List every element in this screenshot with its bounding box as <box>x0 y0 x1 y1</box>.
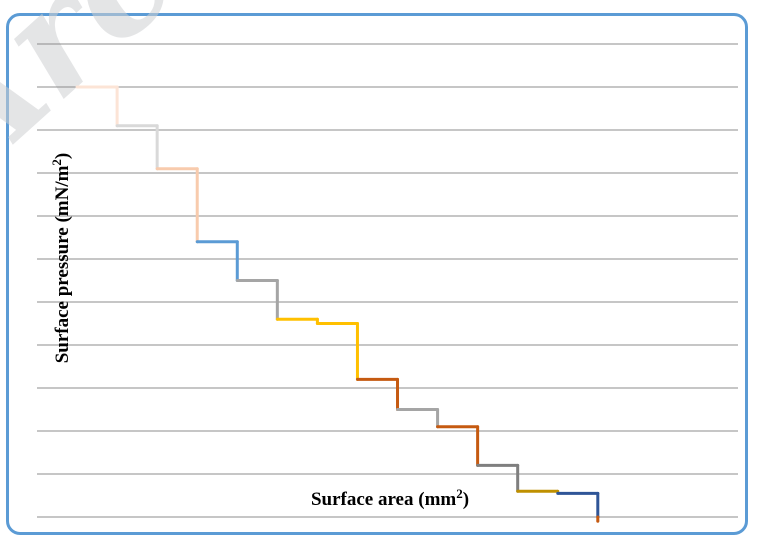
series-10-point-2 <box>476 425 480 429</box>
series-14-point-1 <box>596 515 600 519</box>
series-line-6 <box>277 317 319 324</box>
x-axis-title-end: ) <box>463 489 469 510</box>
series-8-point-2 <box>396 377 400 381</box>
series-13-point-1 <box>556 491 560 495</box>
series-line-2 <box>117 124 159 169</box>
series-line-4 <box>197 240 239 281</box>
series-5-point-2 <box>275 279 279 282</box>
watermark-text: Arc <box>0 0 208 217</box>
series-line-13 <box>557 491 600 517</box>
series-line-8 <box>357 377 400 410</box>
series-line-3 <box>157 167 199 242</box>
series-1-point-2 <box>115 85 119 89</box>
series-7-point-2 <box>355 322 359 325</box>
series-11-point-1 <box>476 463 480 467</box>
y-axis-title-sup: 2 <box>49 159 64 166</box>
series-7-point-1 <box>315 322 319 325</box>
series-3-point-1 <box>155 167 159 171</box>
series-line-5 <box>237 279 279 320</box>
gridlines <box>37 43 738 518</box>
series-3-point-2 <box>195 167 199 171</box>
series-5-point-1 <box>235 279 239 282</box>
series-6-point-2 <box>315 317 319 321</box>
x-axis-title-sup: 2 <box>456 486 463 501</box>
series-14-point-2 <box>596 519 600 523</box>
series-11-point-2 <box>516 463 520 467</box>
series-4-point-2 <box>235 240 239 244</box>
series-13-point-2 <box>596 491 600 495</box>
series-12-point-1 <box>516 489 520 493</box>
y-axis-title-end: ) <box>52 153 73 159</box>
series-9-point-1 <box>396 408 400 411</box>
series-line-7 <box>317 322 359 380</box>
series-9-point-2 <box>436 408 440 411</box>
y-axis-title: Surface pressure (mN/m2) <box>49 153 73 364</box>
series-2-point-1 <box>115 124 119 128</box>
series-group <box>75 85 600 523</box>
series-10-point-1 <box>436 425 440 429</box>
series-line-10 <box>437 425 480 466</box>
series-2-point-2 <box>155 124 159 128</box>
series-4-point-1 <box>195 240 199 244</box>
series-6-point-1 <box>275 317 279 321</box>
x-axis-title-main: Surface area (mm <box>311 489 456 510</box>
y-axis-title-main: Surface pressure (mN/m <box>52 165 73 363</box>
series-line-11 <box>477 463 520 492</box>
series-line-9 <box>397 408 440 427</box>
x-axis-title: Surface area (mm2) <box>311 486 469 510</box>
series-8-point-1 <box>355 377 359 381</box>
series-1-point-1 <box>75 85 79 89</box>
chart-frame <box>6 13 748 535</box>
